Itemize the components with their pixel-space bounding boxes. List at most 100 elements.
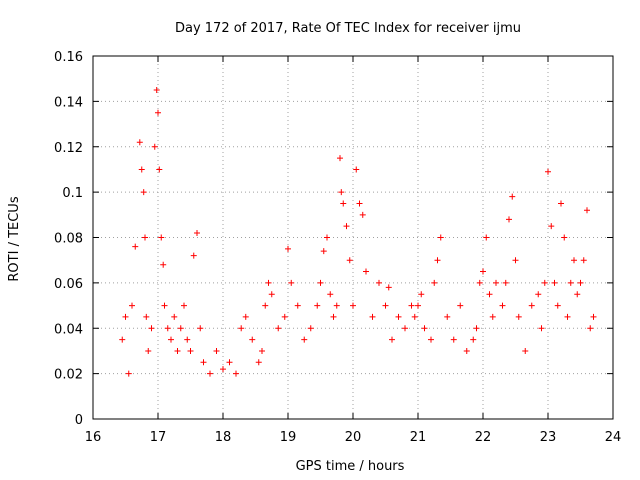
data-point: [577, 279, 584, 286]
data-point: [437, 234, 444, 241]
x-axis-label: GPS time / hours: [296, 459, 405, 474]
data-point: [129, 302, 135, 309]
data-point: [207, 370, 213, 377]
data-point: [587, 325, 594, 332]
data-point: [320, 248, 327, 255]
data-point: [233, 370, 239, 377]
data-point: [238, 325, 245, 332]
data-point: [545, 168, 551, 175]
data-point: [548, 223, 555, 230]
data-point: [483, 234, 490, 241]
data-point: [528, 302, 535, 309]
chart-title: Day 172 of 2017, Rate Of TEC Index for r…: [175, 21, 521, 36]
x-tick-label: 17: [150, 430, 167, 445]
data-point: [177, 325, 184, 332]
data-point: [350, 302, 356, 309]
data-point: [493, 279, 499, 286]
data-point: [327, 291, 334, 298]
x-tick-labels: 16 17 18 19 20 21 22 23 24: [85, 430, 622, 445]
y-tick-label: 0.04: [54, 322, 83, 337]
y-tick-label: 0.08: [54, 232, 83, 247]
data-point: [402, 325, 408, 332]
data-point: [122, 313, 129, 320]
data-point: [353, 166, 360, 173]
grid: [93, 56, 613, 419]
data-point: [164, 325, 171, 332]
data-point: [486, 291, 493, 298]
data-point: [369, 313, 376, 320]
data-point: [119, 336, 126, 343]
data-point: [363, 268, 369, 275]
x-tick-label: 22: [475, 430, 492, 445]
data-point: [515, 313, 522, 320]
data-point: [285, 245, 291, 252]
data-point: [499, 302, 506, 309]
x-tick-label: 16: [85, 430, 102, 445]
y-tick-label: 0.06: [54, 277, 83, 292]
data-point: [408, 302, 415, 309]
data-point: [411, 313, 418, 320]
data-point: [307, 325, 314, 332]
data-point: [190, 252, 197, 259]
data-point: [168, 336, 174, 343]
x-tick-label: 19: [280, 430, 297, 445]
data-point: [480, 268, 486, 275]
y-tick-label: 0.02: [54, 368, 83, 383]
y-tick-label: 0.12: [54, 141, 83, 156]
x-tick-label: 23: [540, 430, 557, 445]
data-point: [184, 336, 191, 343]
data-point: [132, 243, 139, 250]
data-point: [541, 279, 548, 286]
x-tick-label: 20: [345, 430, 362, 445]
data-point: [262, 302, 269, 309]
data-point: [145, 347, 152, 354]
data-point: [450, 336, 457, 343]
data-point: [580, 257, 587, 264]
data-point: [265, 279, 272, 286]
data-point: [301, 336, 308, 343]
data-point: [294, 302, 301, 309]
data-point: [444, 313, 451, 320]
data-point: [561, 234, 568, 241]
data-point: [174, 347, 181, 354]
data-point: [522, 347, 529, 354]
data-point: [489, 313, 496, 320]
data-point: [181, 302, 187, 309]
data-point: [171, 313, 178, 320]
data-point: [143, 313, 150, 320]
data-point: [564, 313, 571, 320]
data-point: [538, 325, 545, 332]
data-point: [333, 302, 340, 309]
data-point: [187, 347, 194, 354]
axis-ticks: [92, 55, 614, 420]
data-point: [140, 189, 147, 196]
data-point: [249, 336, 256, 343]
data-point: [356, 200, 363, 207]
data-point: [571, 257, 577, 264]
data-point: [200, 359, 207, 366]
data-point: [151, 143, 158, 150]
data-point: [470, 336, 477, 343]
data-point: [558, 200, 564, 207]
data-point: [421, 325, 428, 332]
data-point: [376, 279, 382, 286]
data-point: [324, 234, 330, 241]
data-point: [590, 313, 597, 320]
data-point: [220, 366, 226, 373]
data-point: [268, 291, 275, 298]
y-tick-label: 0.1: [62, 186, 83, 201]
x-tick-label: 18: [215, 430, 232, 445]
data-point: [136, 139, 143, 146]
data-points: [119, 87, 597, 377]
y-tick-label: 0.14: [54, 95, 83, 110]
data-point: [288, 279, 295, 286]
data-point: [197, 325, 204, 332]
data-point: [509, 193, 516, 200]
data-point: [551, 279, 558, 286]
data-point: [428, 336, 434, 343]
data-point: [463, 347, 470, 354]
data-point: [160, 261, 167, 268]
data-point: [457, 302, 464, 309]
data-point: [512, 257, 519, 264]
data-point: [226, 359, 233, 366]
